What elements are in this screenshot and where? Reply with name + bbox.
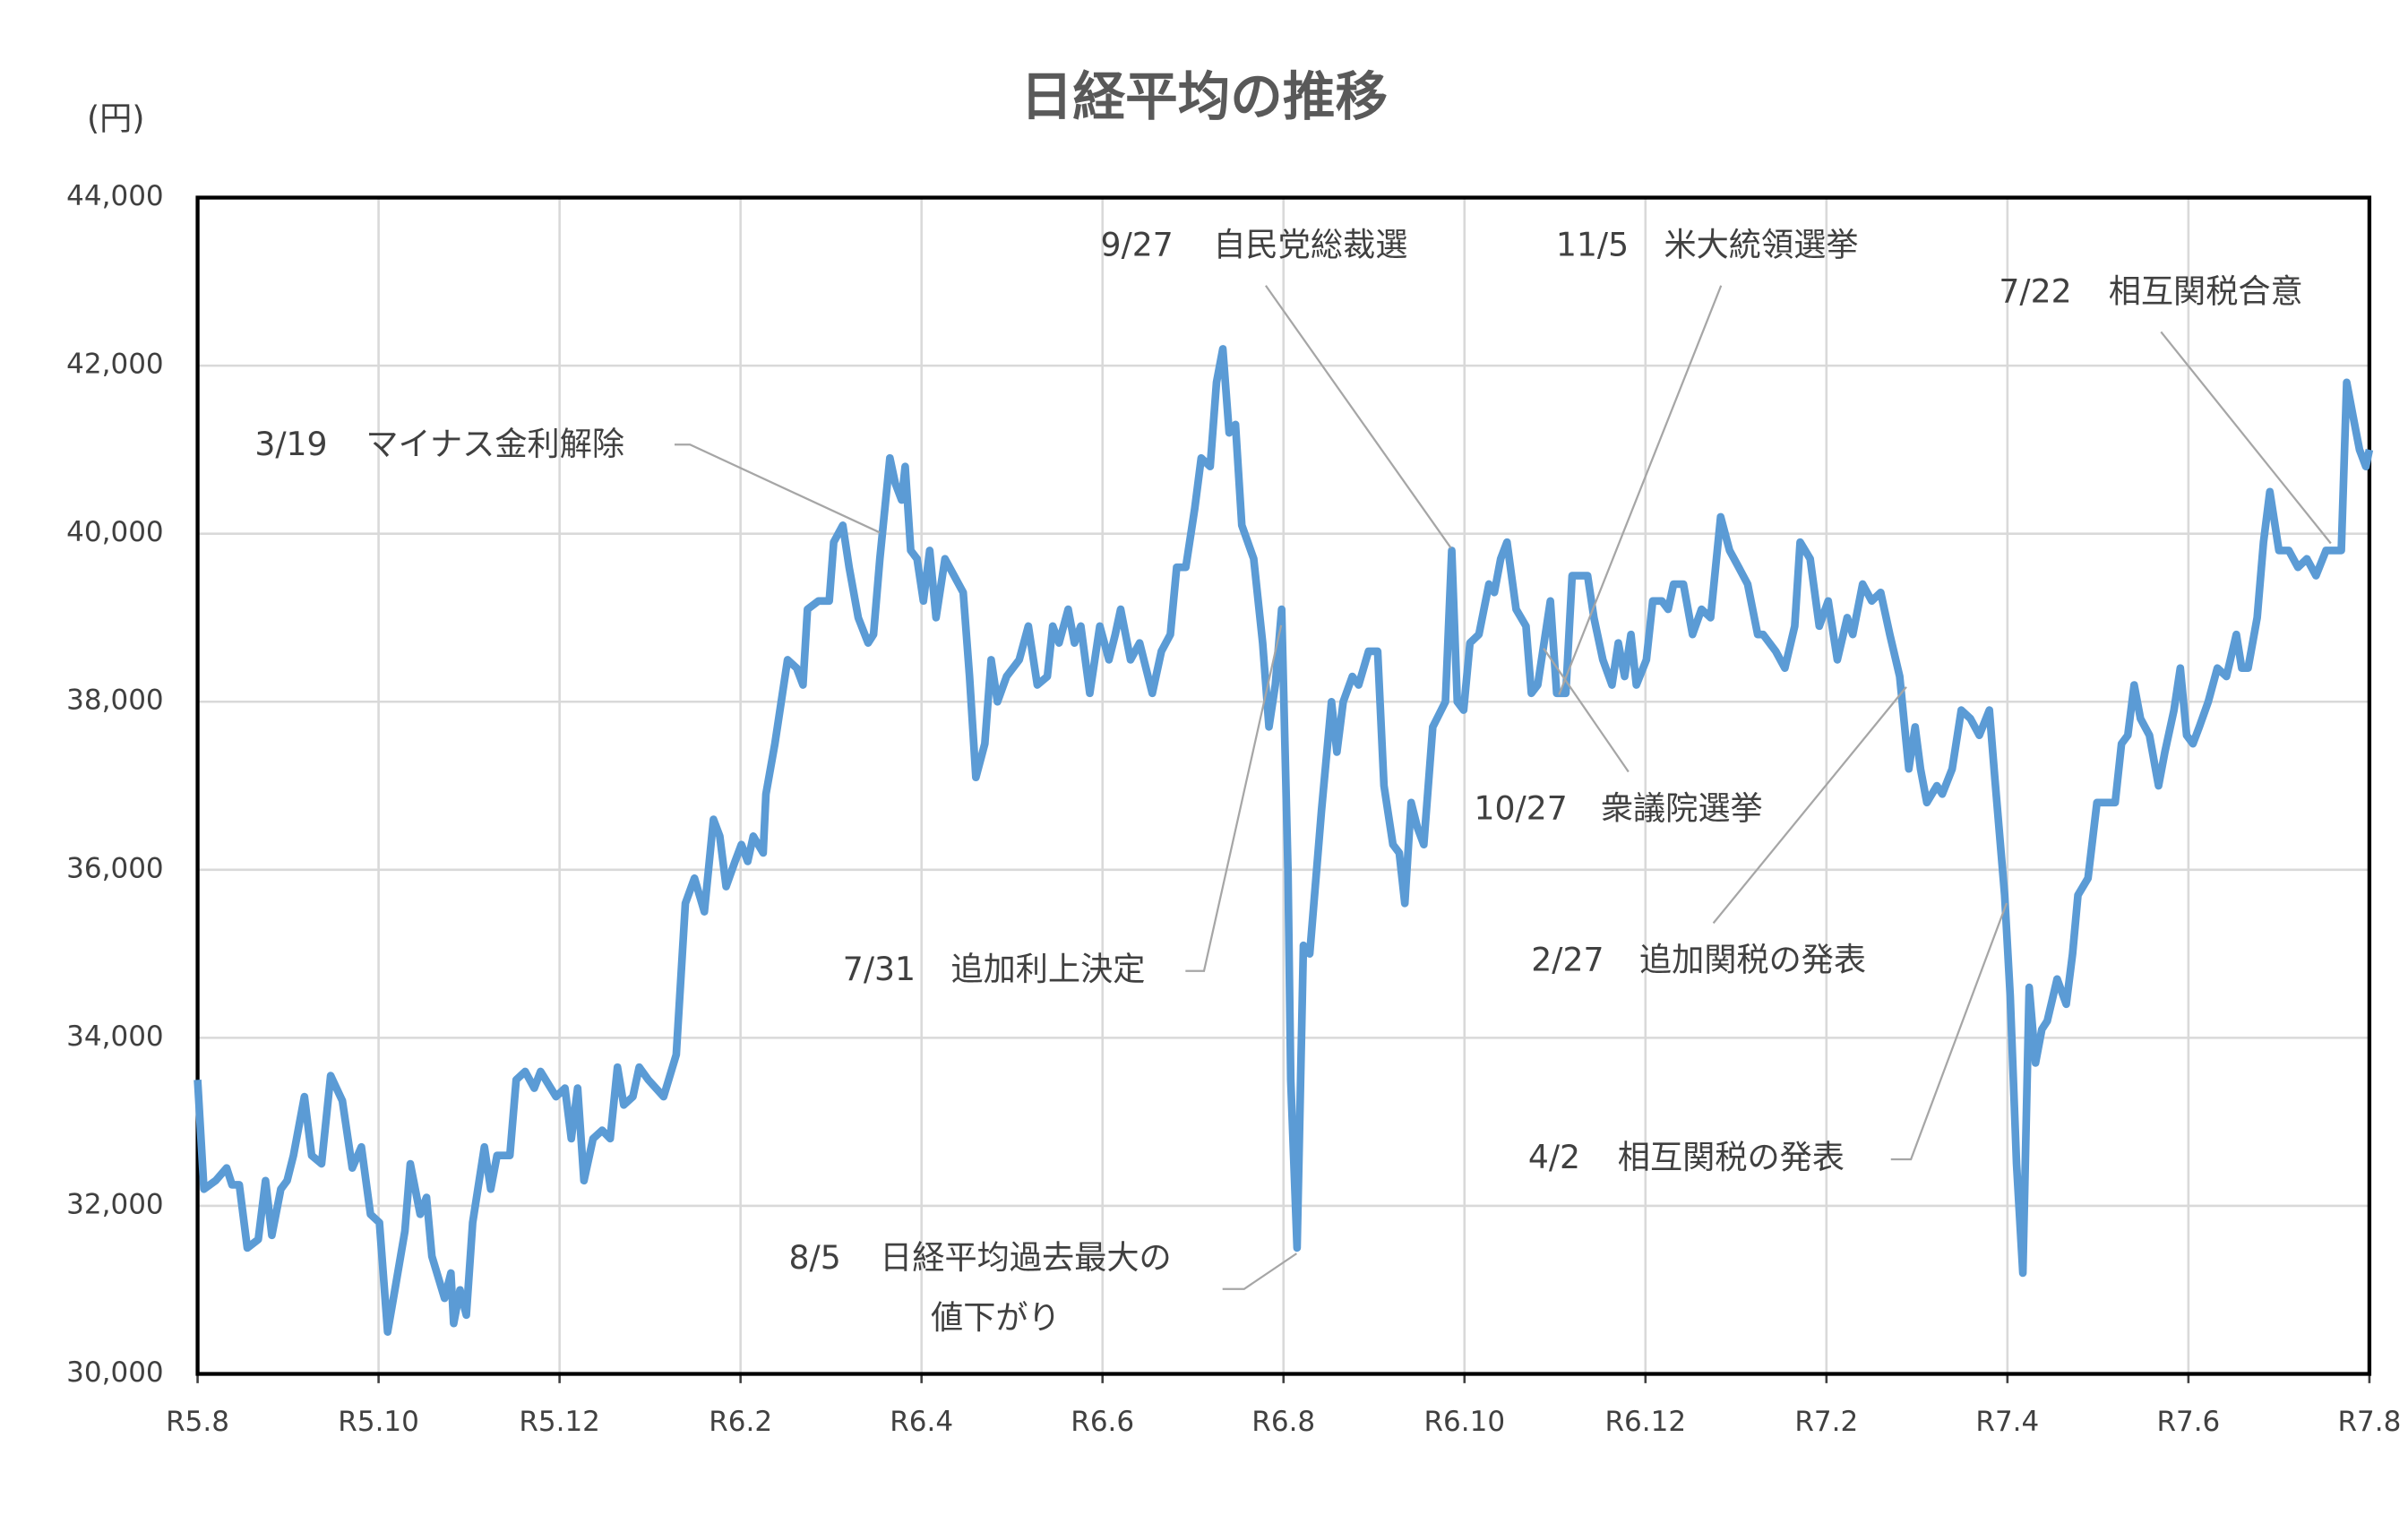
x-tick-label: R6.8 (1251, 1406, 1315, 1438)
x-tick-label: R7.2 (1794, 1406, 1858, 1438)
x-tick-label: R5.8 (166, 1406, 229, 1438)
chart-title: 日経平均の推移 (1020, 66, 1388, 127)
annotation-label: 相互関税合意 (2109, 271, 2303, 310)
leader-line (1543, 648, 1630, 773)
y-tick-label: 44,000 (66, 180, 163, 212)
leader-line (1712, 686, 1907, 925)
annotation-label: マイナス金利解除 (366, 425, 624, 463)
annotation-date: 7/31 (843, 950, 916, 988)
leader-line (1890, 902, 2008, 1161)
price-line (194, 345, 2374, 1336)
annotation-label: 追加関税の発表 (1639, 940, 1866, 978)
annotation-date: 11/5 (1556, 226, 1629, 264)
x-tick-label: R6.12 (1605, 1406, 1687, 1438)
x-tick-label: R5.12 (519, 1406, 600, 1438)
x-tick-label: R6.10 (1423, 1406, 1505, 1438)
annotation-date: 7/22 (1999, 271, 2071, 310)
annotation-label: 相互関税の発表 (1618, 1138, 1845, 1176)
y-tick-label: 34,000 (66, 1020, 163, 1053)
annotation-label: 日経平均過去最大の (880, 1238, 1172, 1277)
annotation-date: 2/27 (1531, 940, 1604, 978)
leader-line (1558, 285, 1723, 695)
x-tick-label: R6.2 (709, 1406, 772, 1438)
annotation-date: 8/5 (788, 1238, 840, 1277)
annotation-label: 米大統領選挙 (1664, 226, 1858, 264)
y-tick-label: 40,000 (66, 516, 163, 548)
y-tick-label: 42,000 (66, 349, 163, 381)
x-tick-label: R6.6 (1071, 1406, 1134, 1438)
leader-line (1265, 285, 1452, 549)
x-tick-label: R5.10 (338, 1406, 419, 1438)
annotation-date: 4/2 (1528, 1138, 1580, 1176)
y-tick-label: 30,000 (66, 1356, 163, 1389)
x-tick-label: R7.8 (2337, 1406, 2401, 1438)
annotation-date: 9/27 (1101, 226, 1174, 264)
x-tick-label: R7.4 (1975, 1406, 2039, 1438)
leader-line (674, 443, 881, 534)
y-tick-label: 38,000 (66, 684, 163, 717)
leader-line (1222, 1252, 1298, 1290)
annotation-label: 衆議院選挙 (1601, 789, 1763, 828)
leader-line (2160, 331, 2332, 545)
leader-line (1185, 624, 1283, 972)
x-tick-label: R7.6 (2156, 1406, 2220, 1438)
annotation-label: 追加利上決定 (950, 950, 1145, 988)
annotation-label: 値下がり (931, 1298, 1061, 1337)
annotation-date: 3/19 (254, 425, 327, 463)
y-tick-label: 36,000 (66, 852, 163, 884)
y-unit: (円) (87, 99, 144, 137)
plot-frame (195, 195, 2372, 1376)
annotation-date: 10/27 (1475, 789, 1568, 828)
y-tick-label: 32,000 (66, 1188, 163, 1220)
x-tick-label: R6.4 (890, 1406, 953, 1438)
annotation-label: 自民党総裁選 (1213, 226, 1407, 264)
